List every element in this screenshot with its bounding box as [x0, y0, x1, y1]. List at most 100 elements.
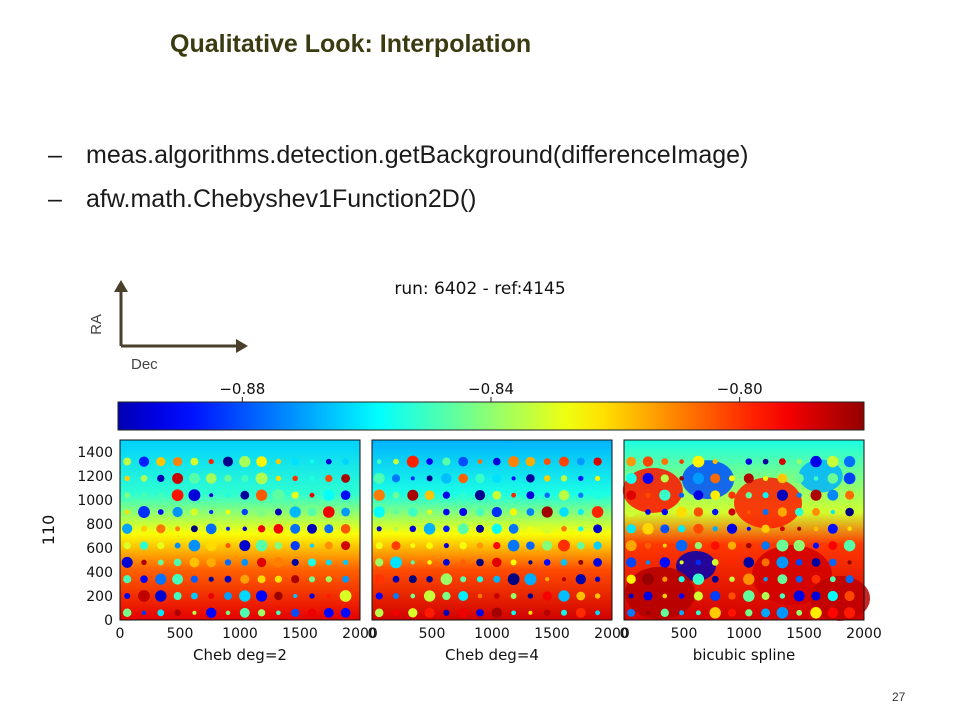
data-point	[426, 542, 434, 550]
data-point	[172, 506, 183, 518]
data-point	[188, 489, 201, 502]
data-point	[728, 592, 736, 600]
data-point	[375, 542, 383, 550]
spline-blob	[798, 459, 843, 493]
data-point	[138, 590, 150, 602]
x-tick-label: 1500	[534, 626, 570, 642]
data-point	[675, 539, 688, 552]
data-point	[476, 542, 484, 549]
data-point	[746, 542, 752, 549]
data-point	[291, 608, 300, 617]
data-point	[662, 576, 668, 582]
data-point	[122, 523, 133, 534]
data-point	[458, 473, 468, 484]
data-point	[426, 575, 433, 583]
data-point	[442, 591, 451, 601]
data-point	[138, 456, 150, 467]
x-axis-label: bicubic spline	[693, 646, 796, 664]
data-point	[427, 509, 433, 515]
data-point	[172, 472, 184, 484]
data-point	[542, 540, 553, 551]
data-point	[476, 608, 484, 617]
data-point	[190, 525, 198, 533]
data-point	[410, 476, 415, 481]
data-point	[729, 576, 735, 582]
data-point	[325, 474, 333, 483]
data-point	[326, 593, 331, 599]
data-point	[427, 560, 432, 565]
data-point	[157, 541, 165, 550]
data-point	[793, 590, 805, 602]
data-point	[257, 609, 266, 617]
data-point	[459, 541, 467, 550]
data-point	[424, 490, 435, 501]
data-point	[761, 524, 770, 533]
data-point	[561, 609, 567, 616]
data-point	[241, 558, 249, 566]
data-point	[729, 458, 735, 465]
data-point	[711, 575, 719, 583]
data-point	[827, 590, 838, 602]
colorbar	[117, 401, 865, 431]
data-point	[626, 506, 637, 518]
data-point	[762, 509, 769, 515]
data-point	[205, 523, 217, 535]
page-number: 27	[892, 690, 906, 704]
data-point	[794, 473, 804, 484]
data-point	[593, 558, 602, 567]
data-point	[443, 508, 450, 516]
data-point	[323, 506, 335, 518]
data-point	[645, 610, 651, 615]
data-point	[692, 573, 705, 585]
data-point	[376, 459, 382, 464]
data-point	[679, 560, 684, 565]
data-point	[645, 560, 651, 565]
data-point	[241, 474, 249, 482]
data-point	[140, 525, 148, 532]
data-point	[827, 473, 839, 484]
data-point	[844, 607, 856, 619]
colorbar-tick-label: −0.88	[219, 380, 265, 398]
x-tick-label: 0	[116, 626, 125, 642]
data-point	[123, 575, 132, 584]
data-point	[829, 576, 836, 583]
data-point	[542, 523, 553, 534]
y-tick-label: 600	[86, 541, 113, 557]
data-point	[423, 523, 436, 535]
data-point	[645, 492, 651, 498]
data-point	[593, 491, 602, 500]
data-point	[493, 541, 501, 550]
data-point	[374, 574, 385, 585]
data-point	[743, 557, 755, 568]
data-point	[642, 456, 654, 467]
data-point	[138, 506, 150, 518]
data-point	[209, 493, 214, 498]
data-point	[763, 475, 769, 481]
data-point	[492, 473, 502, 483]
data-point	[392, 609, 400, 617]
data-point	[289, 506, 301, 518]
data-point	[827, 523, 838, 534]
data-point	[309, 492, 315, 498]
data-point	[813, 476, 819, 481]
data-point	[776, 556, 789, 569]
data-point	[510, 508, 518, 516]
data-point	[124, 492, 131, 499]
data-point	[745, 458, 753, 465]
data-point	[829, 558, 837, 567]
data-point	[558, 456, 570, 467]
data-point	[627, 608, 636, 617]
data-point	[309, 543, 315, 548]
data-point	[256, 456, 267, 467]
data-point	[626, 524, 636, 534]
x-axis-label: Cheb deg=2	[193, 646, 287, 664]
data-point	[542, 591, 552, 601]
data-point	[710, 541, 720, 550]
data-point	[810, 489, 822, 501]
data-point	[206, 607, 217, 618]
data-point	[224, 559, 232, 566]
data-point	[442, 457, 451, 466]
data-point	[190, 592, 198, 600]
data-point	[188, 472, 200, 484]
data-point	[762, 458, 769, 465]
